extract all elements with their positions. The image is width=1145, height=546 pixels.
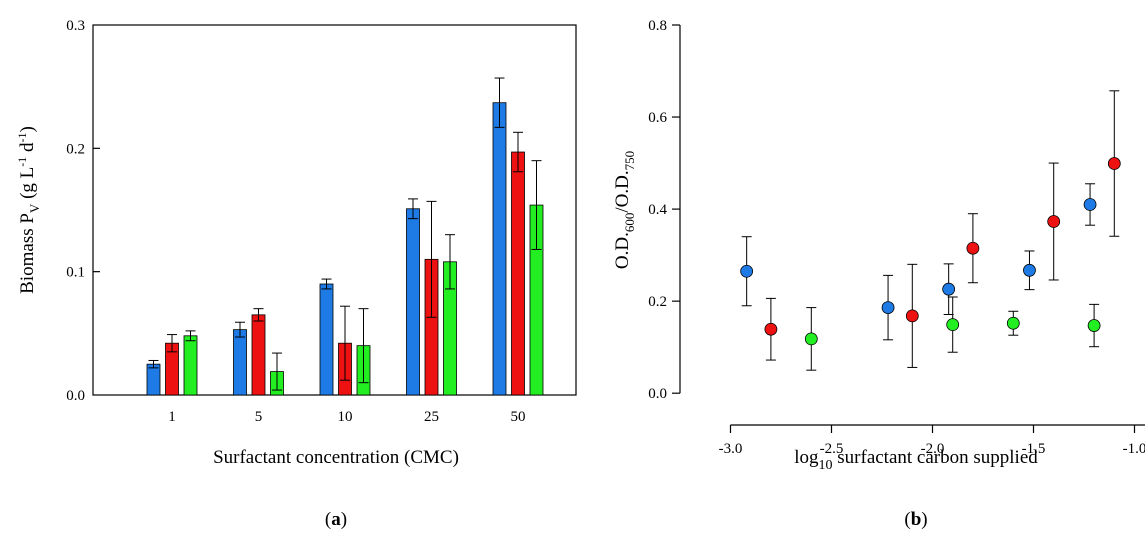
- panel-b-label: (b): [904, 509, 927, 530]
- panel-a-bar-chart: 0.0 0.1 0.2 0.3 1 5 10 25 50 Biomass PV (g L-1 d…: [15, 18, 577, 530]
- x-tick-label: -1.0: [1123, 441, 1145, 457]
- point-green: [1087, 319, 1101, 332]
- x-tick-label: 1: [168, 409, 176, 425]
- panel-a-x-axis-title: Surfactant concentration (CMC): [213, 447, 459, 468]
- panel-a-bars: [146, 77, 544, 396]
- x-tick-label: -2.0: [921, 441, 945, 457]
- x-tick-label: -1.5: [1022, 441, 1046, 457]
- x-tick-label: -3.0: [719, 441, 743, 457]
- point-red: [1107, 157, 1121, 170]
- point-red: [905, 309, 919, 323]
- point-red: [966, 241, 980, 255]
- bar-blue-5: [233, 329, 247, 396]
- bar-blue-10: [319, 283, 334, 396]
- point-blue: [740, 264, 754, 278]
- x-tick-label: 5: [255, 409, 263, 425]
- point-red: [764, 322, 778, 336]
- panel-a-axis-ticks: 0.0 0.1 0.2 0.3 1 5 10 25 50: [66, 18, 525, 425]
- point-green: [1006, 316, 1020, 330]
- y-tick-label: 0.2: [648, 294, 667, 310]
- x-tick-label: -2.5: [820, 441, 844, 457]
- point-blue: [942, 282, 956, 296]
- panel-a-label: (a): [325, 509, 347, 530]
- y-tick-label: 0.6: [648, 110, 667, 126]
- point-green: [804, 332, 818, 346]
- y-tick-label: 0.8: [648, 18, 667, 34]
- panel-b-points: [740, 90, 1121, 371]
- y-tick-label: 0.1: [66, 265, 85, 281]
- panel-a-y-axis-title: Biomass PV (g L-1 d-1): [15, 126, 42, 294]
- bar-blue-50: [492, 102, 507, 396]
- bar-blue-25: [406, 208, 420, 396]
- y-tick-label: 0.4: [648, 202, 667, 218]
- x-tick-label: 10: [338, 409, 353, 425]
- point-blue: [1083, 198, 1097, 211]
- y-tick-label: 0.0: [648, 386, 667, 402]
- point-blue: [881, 301, 895, 314]
- bar-red-50: [511, 151, 525, 396]
- point-red: [1047, 215, 1061, 228]
- y-tick-label: 0.0: [66, 388, 85, 404]
- panel-a-plot-frame: [92, 24, 577, 396]
- panel-b-scatter-chart: 0.0 0.2 0.4 0.6 0.8 -3.0 -2.5 -2.0 -1.5 -1.0 O.D.…: [612, 18, 1145, 530]
- bar-green-1: [183, 335, 198, 396]
- y-tick-label: 0.3: [66, 18, 85, 34]
- point-green: [946, 318, 960, 332]
- point-blue: [1023, 263, 1036, 277]
- bar-red-5: [251, 314, 266, 396]
- x-tick-label: 25: [424, 409, 439, 425]
- bar-blue-1: [146, 363, 161, 396]
- x-tick-label: 50: [511, 409, 526, 425]
- panel-b-x-axis-title: log10 surfactant carbon supplied: [794, 447, 1038, 473]
- y-tick-label: 0.2: [66, 141, 85, 157]
- panel-b-axes: 0.0 0.2 0.4 0.6 0.8 -3.0 -2.5 -2.0 -1.5 -1.0: [648, 18, 1145, 457]
- panel-b-y-axis-title: O.D.600/O.D.750: [612, 151, 637, 269]
